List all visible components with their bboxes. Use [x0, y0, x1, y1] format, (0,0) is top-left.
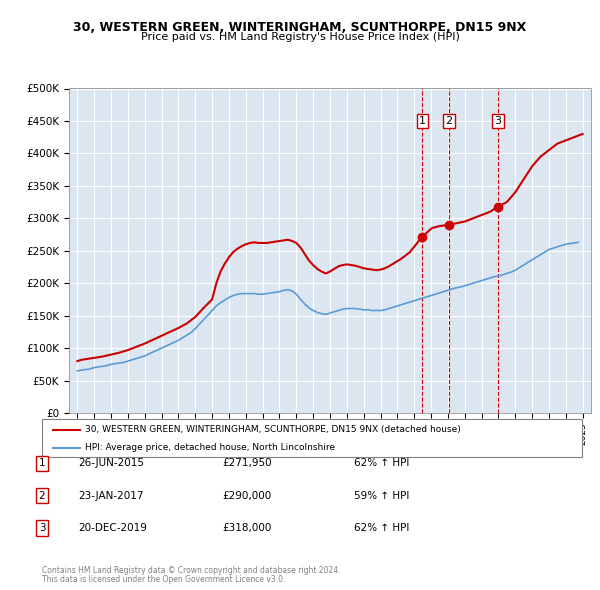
Text: £271,950: £271,950 [222, 458, 272, 468]
Text: HPI: Average price, detached house, North Lincolnshire: HPI: Average price, detached house, Nort… [85, 443, 335, 452]
Text: 1: 1 [38, 458, 46, 468]
Text: 3: 3 [38, 523, 46, 533]
Text: 2: 2 [38, 491, 46, 500]
Text: 26-JUN-2015: 26-JUN-2015 [78, 458, 144, 468]
Text: 2: 2 [445, 116, 452, 126]
Text: £318,000: £318,000 [222, 523, 271, 533]
Text: 30, WESTERN GREEN, WINTERINGHAM, SCUNTHORPE, DN15 9NX: 30, WESTERN GREEN, WINTERINGHAM, SCUNTHO… [73, 21, 527, 34]
Text: Price paid vs. HM Land Registry's House Price Index (HPI): Price paid vs. HM Land Registry's House … [140, 32, 460, 42]
Text: 59% ↑ HPI: 59% ↑ HPI [354, 491, 409, 500]
Text: 30, WESTERN GREEN, WINTERINGHAM, SCUNTHORPE, DN15 9NX (detached house): 30, WESTERN GREEN, WINTERINGHAM, SCUNTHO… [85, 425, 461, 434]
FancyBboxPatch shape [42, 419, 582, 457]
Text: This data is licensed under the Open Government Licence v3.0.: This data is licensed under the Open Gov… [42, 575, 286, 584]
Text: £290,000: £290,000 [222, 491, 271, 500]
Text: 62% ↑ HPI: 62% ↑ HPI [354, 523, 409, 533]
Text: 1: 1 [419, 116, 426, 126]
Text: 23-JAN-2017: 23-JAN-2017 [78, 491, 143, 500]
Text: Contains HM Land Registry data © Crown copyright and database right 2024.: Contains HM Land Registry data © Crown c… [42, 566, 341, 575]
Text: 62% ↑ HPI: 62% ↑ HPI [354, 458, 409, 468]
Text: 3: 3 [494, 116, 502, 126]
Text: 20-DEC-2019: 20-DEC-2019 [78, 523, 147, 533]
